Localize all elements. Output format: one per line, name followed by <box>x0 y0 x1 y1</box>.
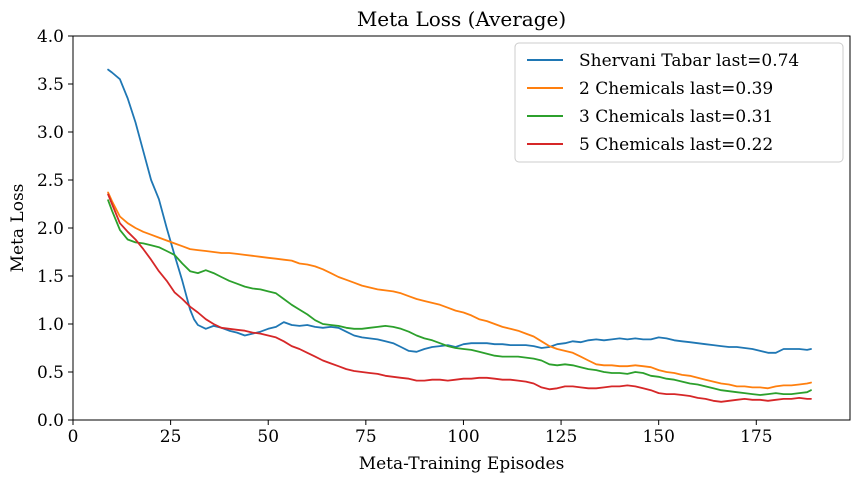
y-tick-label: 2.0 <box>37 219 64 239</box>
y-tick-label: 1.0 <box>37 315 64 335</box>
x-tick-label: 25 <box>160 427 182 447</box>
legend-box <box>514 42 844 163</box>
x-tick-label: 75 <box>355 427 377 447</box>
legend-label-2: 2 Chemicals last=0.39 <box>579 79 773 99</box>
series-line-1 <box>107 68 812 354</box>
legend-label-4: 5 Chemicals last=0.22 <box>579 135 773 155</box>
y-tick-label: 3.5 <box>37 75 64 95</box>
legend-label-3: 3 Chemicals last=0.31 <box>579 107 773 127</box>
y-tick-label: 3.0 <box>37 123 64 143</box>
y-tick-label: 4.0 <box>37 27 64 47</box>
x-tick-label: 150 <box>642 427 674 447</box>
y-tick-label: 0.5 <box>37 363 64 383</box>
series-line-4 <box>107 193 812 403</box>
series-line-2 <box>107 191 812 390</box>
x-axis: 0 25 50 75 100 125 150 175 <box>68 420 773 447</box>
chart-title: Meta Loss (Average) <box>357 7 566 31</box>
x-axis-label: Meta-Training Episodes <box>359 454 565 474</box>
y-tick-label: 0.0 <box>37 411 64 431</box>
y-axis: 0.0 0.5 1.0 1.5 2.0 2.5 3.0 3.5 4.0 <box>37 27 73 431</box>
legend-label-1: Shervani Tabar last=0.74 <box>579 51 799 71</box>
legend: Shervani Tabar last=0.74 2 Chemicals last… <box>514 42 844 163</box>
x-tick-label: 50 <box>257 427 279 447</box>
x-tick-label: 175 <box>740 427 772 447</box>
y-tick-label: 1.5 <box>37 267 64 287</box>
x-tick-label: 100 <box>447 427 479 447</box>
x-tick-label: 125 <box>545 427 577 447</box>
plot-area <box>107 68 812 403</box>
y-axis-label: Meta Loss <box>8 184 28 273</box>
x-tick-label: 0 <box>68 427 79 447</box>
y-tick-label: 2.5 <box>37 171 64 191</box>
series-line-3 <box>107 199 812 396</box>
